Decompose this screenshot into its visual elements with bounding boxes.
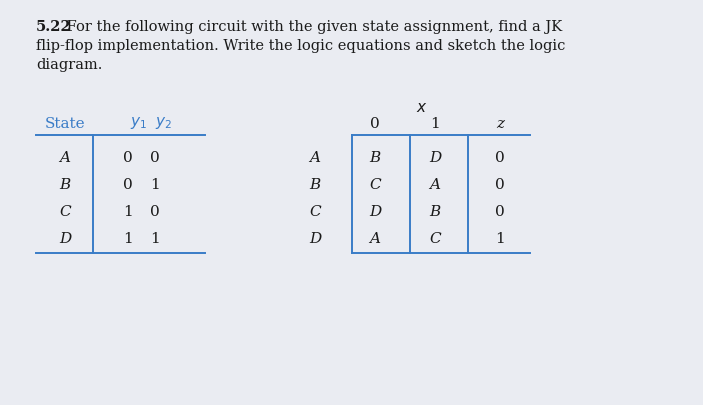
Text: $y_1$: $y_1$ xyxy=(130,115,147,131)
Text: B: B xyxy=(59,178,70,192)
Text: A: A xyxy=(60,151,70,165)
Text: 1: 1 xyxy=(123,232,133,246)
Text: D: D xyxy=(309,232,321,246)
Text: 1: 1 xyxy=(150,232,160,246)
Text: diagram.: diagram. xyxy=(36,58,103,72)
Text: 0: 0 xyxy=(495,151,505,165)
Text: D: D xyxy=(369,205,381,219)
Text: For the following circuit with the given state assignment, find a JK: For the following circuit with the given… xyxy=(62,20,562,34)
Text: 0: 0 xyxy=(123,178,133,192)
Text: 0: 0 xyxy=(370,117,380,131)
Text: D: D xyxy=(59,232,71,246)
Text: 1: 1 xyxy=(430,117,440,131)
Text: 5.22: 5.22 xyxy=(36,20,72,34)
Text: 1: 1 xyxy=(123,205,133,219)
Text: 1: 1 xyxy=(150,178,160,192)
Text: B: B xyxy=(309,178,321,192)
Text: 0: 0 xyxy=(495,205,505,219)
Text: 1: 1 xyxy=(495,232,505,246)
Text: 0: 0 xyxy=(123,151,133,165)
Text: D: D xyxy=(429,151,441,165)
Text: flip-flop implementation. Write the logic equations and sketch the logic: flip-flop implementation. Write the logi… xyxy=(36,39,565,53)
Text: A: A xyxy=(309,151,321,165)
Text: B: B xyxy=(430,205,441,219)
Text: State: State xyxy=(45,117,85,131)
Text: $y_2$: $y_2$ xyxy=(155,115,172,131)
Text: C: C xyxy=(369,178,381,192)
Text: 0: 0 xyxy=(150,205,160,219)
Text: B: B xyxy=(369,151,380,165)
Text: 0: 0 xyxy=(150,151,160,165)
Text: C: C xyxy=(309,205,321,219)
Text: A: A xyxy=(430,178,441,192)
Text: C: C xyxy=(59,205,71,219)
Text: A: A xyxy=(370,232,380,246)
Text: $x$: $x$ xyxy=(416,101,427,115)
Text: C: C xyxy=(430,232,441,246)
Text: z: z xyxy=(496,117,504,131)
Text: 0: 0 xyxy=(495,178,505,192)
